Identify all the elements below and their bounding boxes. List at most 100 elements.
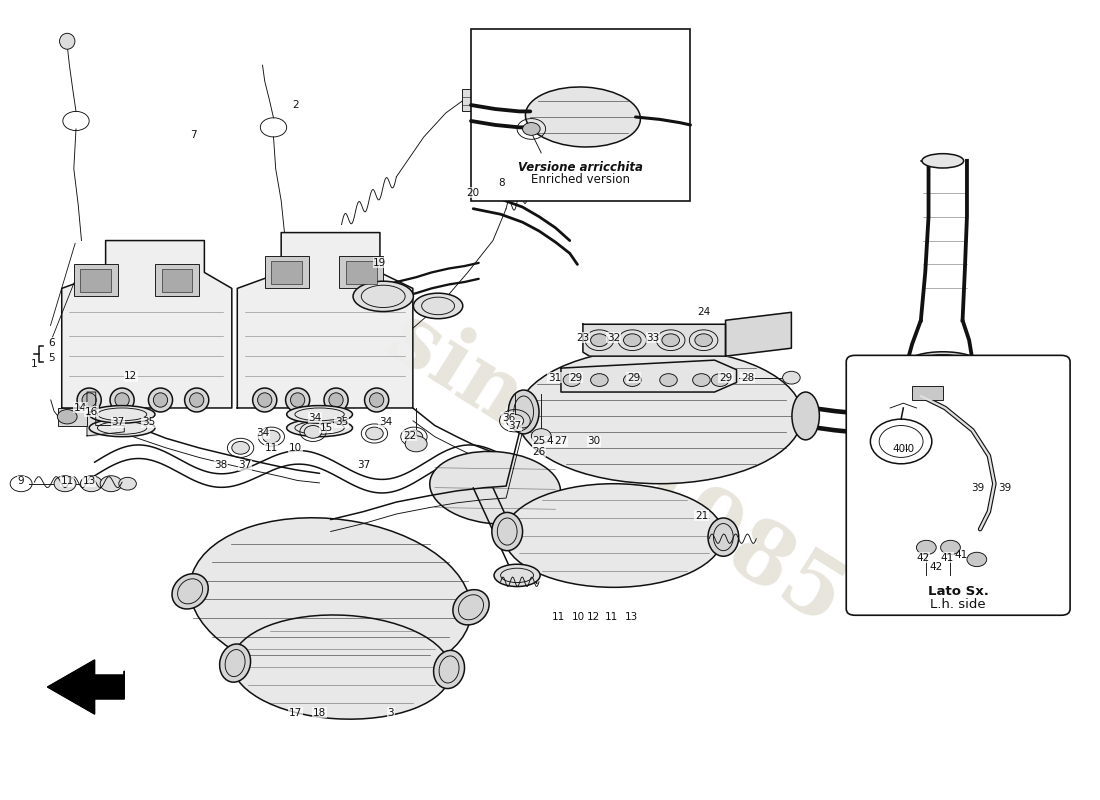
Text: L.h. side: L.h. side bbox=[931, 598, 986, 610]
Text: 34: 34 bbox=[256, 429, 270, 438]
Circle shape bbox=[57, 410, 77, 424]
Text: 39: 39 bbox=[971, 482, 984, 493]
Text: 4: 4 bbox=[547, 437, 553, 446]
Ellipse shape bbox=[792, 392, 820, 440]
Text: 36: 36 bbox=[502, 413, 515, 422]
Text: 10: 10 bbox=[289, 443, 302, 453]
Ellipse shape bbox=[353, 282, 414, 311]
Text: 26: 26 bbox=[532, 447, 546, 457]
Circle shape bbox=[624, 334, 641, 346]
Circle shape bbox=[712, 374, 729, 386]
Text: 13: 13 bbox=[82, 476, 96, 486]
Ellipse shape bbox=[364, 388, 388, 412]
Ellipse shape bbox=[433, 650, 464, 689]
Ellipse shape bbox=[430, 451, 561, 524]
Ellipse shape bbox=[909, 352, 977, 372]
Circle shape bbox=[522, 122, 540, 135]
Text: 37: 37 bbox=[239, 460, 252, 470]
FancyBboxPatch shape bbox=[846, 355, 1070, 615]
Text: 19: 19 bbox=[373, 258, 386, 268]
Text: 29: 29 bbox=[719, 373, 733, 382]
Text: 28: 28 bbox=[741, 373, 755, 382]
Bar bbox=[912, 386, 943, 400]
Text: 20: 20 bbox=[466, 188, 480, 198]
Text: Enriched version: Enriched version bbox=[531, 173, 630, 186]
Text: 25: 25 bbox=[532, 437, 546, 446]
Bar bbox=[80, 270, 111, 291]
Bar bbox=[339, 257, 383, 288]
Text: 29: 29 bbox=[570, 373, 583, 382]
Ellipse shape bbox=[517, 348, 802, 484]
Circle shape bbox=[591, 334, 608, 346]
Polygon shape bbox=[561, 360, 737, 392]
Ellipse shape bbox=[324, 388, 348, 412]
Circle shape bbox=[305, 426, 322, 438]
Circle shape bbox=[660, 374, 678, 386]
Circle shape bbox=[591, 374, 608, 386]
Ellipse shape bbox=[89, 406, 155, 423]
Text: 7: 7 bbox=[190, 130, 197, 139]
Ellipse shape bbox=[59, 34, 75, 50]
Ellipse shape bbox=[287, 406, 352, 423]
Bar bbox=[272, 262, 302, 284]
Ellipse shape bbox=[508, 390, 539, 434]
Ellipse shape bbox=[453, 590, 490, 625]
Ellipse shape bbox=[148, 388, 173, 412]
Ellipse shape bbox=[414, 293, 463, 318]
Circle shape bbox=[365, 427, 383, 440]
Circle shape bbox=[405, 436, 427, 452]
Text: 31: 31 bbox=[548, 373, 561, 382]
Ellipse shape bbox=[253, 388, 277, 412]
Ellipse shape bbox=[220, 644, 251, 682]
Text: 3: 3 bbox=[387, 707, 394, 718]
Ellipse shape bbox=[77, 388, 101, 412]
Ellipse shape bbox=[526, 87, 640, 147]
Text: 29: 29 bbox=[627, 373, 640, 382]
Polygon shape bbox=[726, 312, 791, 356]
Circle shape bbox=[506, 414, 524, 427]
Circle shape bbox=[782, 371, 800, 384]
Text: 11: 11 bbox=[605, 612, 618, 622]
Ellipse shape bbox=[257, 393, 272, 407]
Text: 38: 38 bbox=[214, 460, 228, 470]
Polygon shape bbox=[583, 324, 726, 356]
Circle shape bbox=[232, 442, 250, 454]
Text: 9: 9 bbox=[18, 476, 24, 486]
Circle shape bbox=[80, 476, 102, 492]
Text: 37: 37 bbox=[111, 418, 124, 427]
Text: 16: 16 bbox=[85, 407, 98, 417]
Text: 15: 15 bbox=[319, 423, 333, 433]
Text: 40: 40 bbox=[901, 445, 914, 454]
Ellipse shape bbox=[82, 393, 97, 407]
Ellipse shape bbox=[922, 154, 964, 168]
Circle shape bbox=[531, 429, 551, 443]
Circle shape bbox=[624, 374, 641, 386]
Text: 10: 10 bbox=[572, 612, 585, 622]
Circle shape bbox=[54, 476, 76, 492]
Text: 11: 11 bbox=[265, 443, 278, 453]
Text: 40: 40 bbox=[892, 445, 905, 454]
Ellipse shape bbox=[172, 574, 208, 609]
Circle shape bbox=[916, 540, 936, 554]
Text: 14: 14 bbox=[74, 403, 87, 413]
Text: 42: 42 bbox=[930, 562, 943, 573]
FancyBboxPatch shape bbox=[471, 30, 691, 201]
Text: 24: 24 bbox=[697, 307, 711, 318]
Ellipse shape bbox=[110, 388, 134, 412]
Text: 11: 11 bbox=[60, 476, 74, 486]
Text: 18: 18 bbox=[314, 707, 327, 718]
Text: Versione arricchita: Versione arricchita bbox=[518, 161, 644, 174]
Text: 23: 23 bbox=[576, 333, 590, 343]
Ellipse shape bbox=[185, 388, 209, 412]
Text: 8: 8 bbox=[498, 178, 505, 188]
Text: 34: 34 bbox=[378, 418, 392, 427]
Text: 41: 41 bbox=[940, 553, 954, 563]
Circle shape bbox=[693, 374, 711, 386]
Text: 5: 5 bbox=[48, 353, 55, 362]
Text: 37: 37 bbox=[356, 460, 370, 470]
Ellipse shape bbox=[189, 393, 204, 407]
Text: 35: 35 bbox=[334, 418, 349, 427]
Ellipse shape bbox=[494, 564, 540, 586]
Text: 39: 39 bbox=[998, 482, 1011, 493]
Text: 33: 33 bbox=[647, 333, 660, 343]
